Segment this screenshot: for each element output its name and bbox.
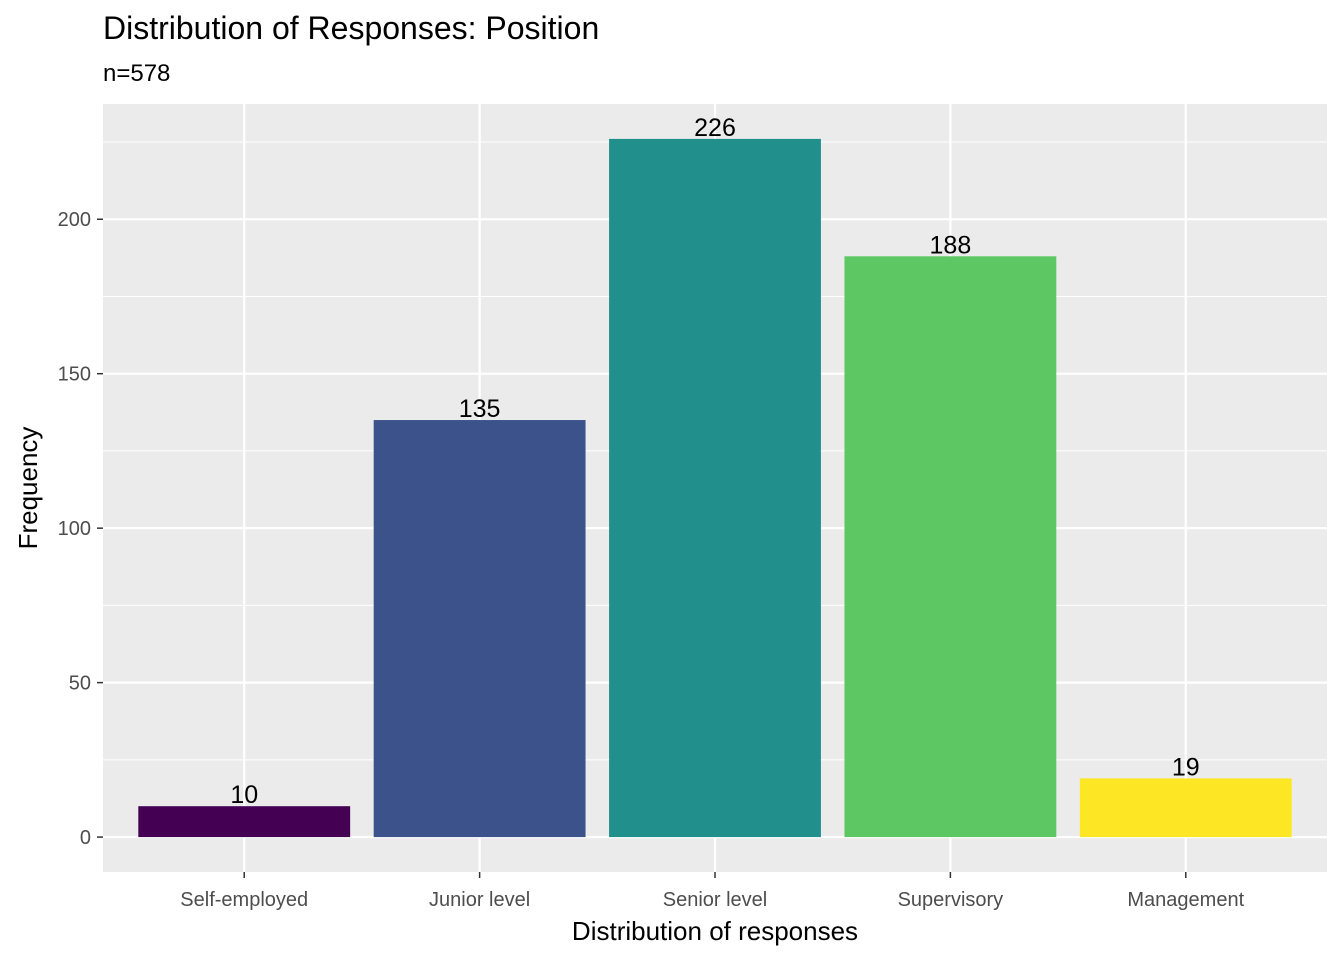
bar-value-label: 19	[1172, 753, 1200, 781]
y-tick-label: 200	[58, 209, 91, 231]
x-tick-label: Management	[1127, 889, 1244, 911]
bar-self-employed	[138, 806, 351, 838]
chart-subtitle: n=578	[103, 60, 171, 87]
bars	[138, 138, 1292, 838]
x-tick-label: Junior level	[429, 889, 530, 911]
y-axis-title: Frequency	[13, 427, 43, 550]
chart-title: Distribution of Responses: Position	[103, 10, 600, 46]
x-tick-label: Self-employed	[180, 889, 308, 911]
y-axis: 0 50 100 150 200	[58, 209, 103, 849]
bar-management	[1079, 778, 1292, 838]
bar-supervisory	[844, 256, 1057, 838]
bar-senior-level	[609, 138, 821, 838]
y-tick-label: 50	[69, 673, 91, 695]
x-axis-title: Distribution of responses	[572, 916, 858, 946]
y-tick-label: 150	[58, 364, 91, 386]
bar-value-label: 135	[459, 395, 501, 423]
x-tick-label: Supervisory	[898, 889, 1004, 911]
bar-junior-level	[373, 420, 586, 838]
bar-value-labels: 10 135 226 188 19	[230, 114, 1199, 809]
bar-value-label: 10	[230, 781, 258, 809]
bar-value-label: 226	[694, 114, 736, 142]
bar-value-label: 188	[930, 231, 972, 259]
y-tick-label: 100	[58, 518, 91, 540]
y-tick-label: 0	[80, 827, 91, 849]
x-axis: Self-employed Junior level Senior level Sup…	[180, 872, 1245, 911]
x-tick-label: Senior level	[663, 889, 768, 911]
